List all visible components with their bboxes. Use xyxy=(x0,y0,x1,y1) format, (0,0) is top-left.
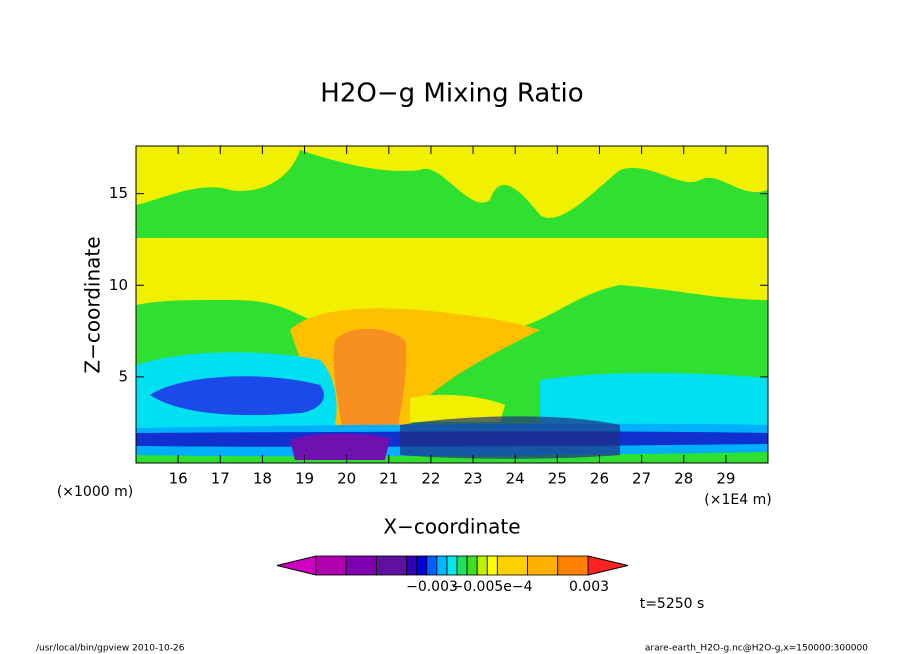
x-unit-right: (×1E4 m) xyxy=(704,492,771,508)
colorbar-cell xyxy=(496,555,528,576)
colorbar-cell xyxy=(557,555,589,576)
y-axis-label: Z−coordinate xyxy=(81,236,105,373)
x-axis-label: X−coordinate xyxy=(383,515,520,539)
x-tick-label: 24 xyxy=(506,470,525,488)
x-tick-label: 19 xyxy=(295,470,314,488)
colorbar-cell xyxy=(466,555,478,576)
x-tick-label: 21 xyxy=(379,470,398,488)
colorbar-label: −0.003 xyxy=(406,579,458,595)
colorbar-cell xyxy=(376,555,408,576)
x-tick-label: 17 xyxy=(211,470,230,488)
x-tick-label: 29 xyxy=(716,470,735,488)
colorbar-cell xyxy=(527,555,559,576)
colorbar-cell xyxy=(446,555,458,576)
footer-right: arare-earth_H2O-g.nc@H2O-g,x=150000:3000… xyxy=(645,644,868,654)
plot-frame xyxy=(135,145,769,464)
colorbar-label: −0.005e−4 xyxy=(451,579,532,595)
colorbar-label: 0.003 xyxy=(569,579,609,595)
colorbar-end xyxy=(276,555,317,576)
x-tick-label: 18 xyxy=(253,470,272,488)
colorbar-cell xyxy=(315,555,347,576)
x-tick-label: 23 xyxy=(464,470,483,488)
colorbar-cell xyxy=(416,555,428,576)
chart-title: H2O−g Mixing Ratio xyxy=(320,79,583,109)
footer-left: /usr/local/bin/gpview 2010-10-26 xyxy=(36,644,185,654)
x-unit-left: (×1000 m) xyxy=(57,484,133,500)
x-tick-label: 25 xyxy=(548,470,567,488)
y-tick-label: 5 xyxy=(118,367,128,385)
x-tick-label: 27 xyxy=(632,470,651,488)
y-tick-label: 10 xyxy=(109,276,128,294)
x-tick-label: 26 xyxy=(590,470,609,488)
x-tick-label: 22 xyxy=(421,470,440,488)
colorbar-cell xyxy=(436,555,448,576)
colorbar-cell xyxy=(426,555,438,576)
colorbar-cell xyxy=(476,555,488,576)
colorbar-cell xyxy=(406,555,418,576)
x-tick-label: 16 xyxy=(169,470,188,488)
colorbar-cell xyxy=(456,555,468,576)
colorbar-end xyxy=(587,555,629,576)
colorbar-cell xyxy=(486,555,498,576)
y-tick-label: 15 xyxy=(109,184,128,202)
x-tick-label: 20 xyxy=(337,470,356,488)
colorbar-cell xyxy=(345,555,377,576)
x-tick-label: 28 xyxy=(674,470,693,488)
time-label: t=5250 s xyxy=(640,596,705,612)
contour-field xyxy=(136,146,768,463)
